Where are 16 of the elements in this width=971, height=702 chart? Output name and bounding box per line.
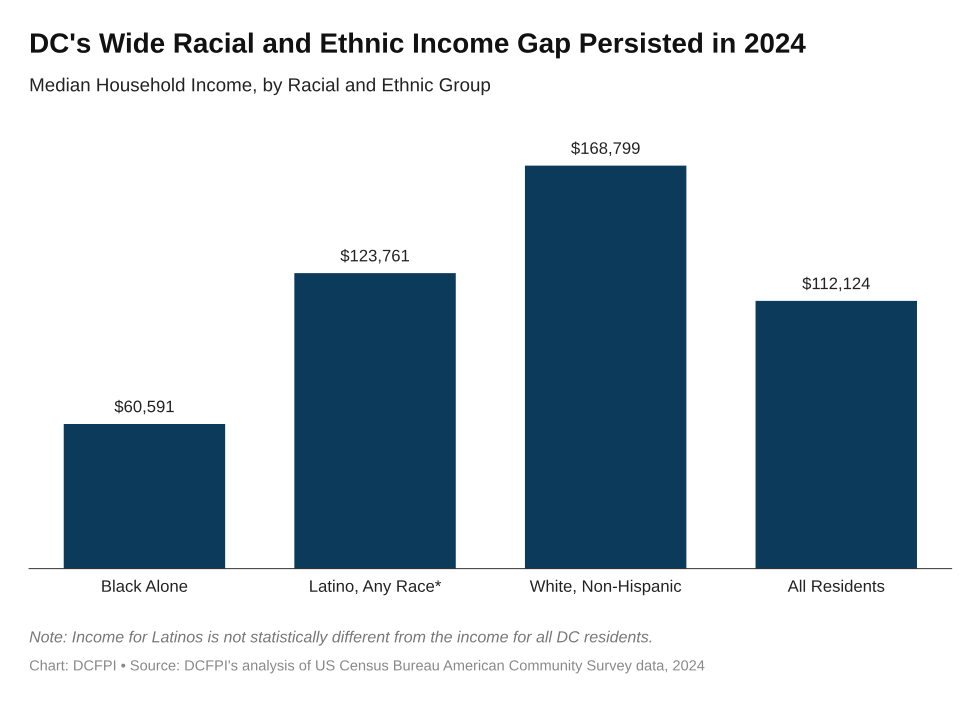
x-tick-label: Black Alone — [102, 580, 188, 592]
text: Note: Income for Latinos is not statistically different from the income for all DC residents. — [30, 630, 652, 646]
data-label: $112,124 — [802, 276, 870, 292]
chart-subtitle: Median Household Income, by Racial and Ethnic Group — [30, 78, 490, 96]
data-label: $123,761 — [340, 249, 409, 264]
x-tick-label: All Residents — [788, 580, 884, 592]
x-tick-label: White, Non-Hispanic — [530, 580, 682, 596]
bar — [524, 166, 686, 569]
bar — [64, 424, 226, 569]
chart-title: DC's Wide Racial and Ethnic Income Gap Persisted in 2024 — [30, 32, 806, 58]
bar — [294, 273, 456, 569]
x-tick-label: Latino, Any Race* — [310, 580, 442, 596]
bar — [756, 300, 917, 569]
text: Chart: DCFPI • Source: DCFPI's analysis of US Census Bureau American Community Survey data, 2024 — [30, 660, 704, 674]
data-label: $60,591 — [114, 400, 174, 414]
data-label: $168,799 — [571, 141, 640, 156]
